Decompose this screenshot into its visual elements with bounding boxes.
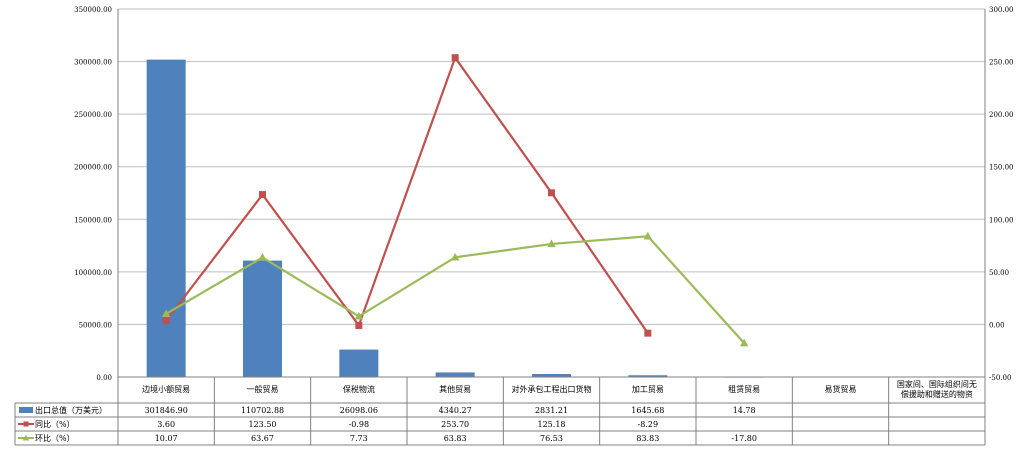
table-cell-value: 3.60 — [157, 420, 175, 429]
series-name: 出口总值（万美元） — [35, 405, 107, 415]
triangle-marker — [258, 252, 267, 261]
square-marker — [451, 54, 459, 62]
bar — [532, 374, 571, 377]
triangle-marker — [450, 252, 460, 261]
left-tick-label: 250000.00 — [74, 111, 112, 119]
category-label: 一般贸易 — [247, 384, 279, 394]
bar — [146, 59, 186, 377]
category-label: 加工贸易 — [632, 384, 664, 394]
left-tick-label: 100000.00 — [74, 269, 112, 277]
category-label: 租赁贸易 — [728, 384, 760, 394]
bar — [435, 372, 475, 377]
left-tick-label: 200000.00 — [74, 164, 112, 172]
series-name: 环比（%） — [35, 433, 75, 443]
table-cell-value: 125.18 — [538, 420, 566, 429]
table-cell-value: 301846.90 — [145, 406, 188, 415]
table-cell-value: 1645.68 — [631, 406, 664, 415]
table-cell-value: 253.70 — [441, 420, 469, 429]
triangle-marker — [354, 311, 364, 320]
table-cell-value: 10.07 — [155, 434, 178, 443]
table-cell-value: 26098.06 — [340, 406, 378, 415]
table-cell-value: 63.83 — [444, 434, 467, 443]
left-axis-ticks: 0.00 50000.00 100000.00 150000.00 200000.00 2… — [74, 6, 112, 382]
table-cell-value: -8.29 — [638, 420, 659, 429]
left-tick-label: 300000.00 — [74, 59, 112, 67]
table-cell-value: -17.80 — [731, 434, 757, 443]
square-marker — [355, 321, 363, 329]
square-marker — [162, 317, 170, 325]
category-label: 偿援助和赠送的物资 — [901, 389, 973, 399]
square-marker — [548, 189, 555, 197]
right-tick-label: 300.00 — [989, 6, 1014, 14]
series-line — [165, 55, 649, 334]
left-tick-label: 350000.00 — [74, 6, 112, 14]
triangle-marker — [161, 309, 171, 318]
category-label: 对外承包工程出口货物 — [512, 384, 592, 394]
right-tick-label: 0.00 — [989, 321, 1005, 329]
right-tick-label: 150.00 — [989, 164, 1014, 172]
right-tick-label: 50.00 — [989, 269, 1009, 277]
table-cell-value: 110702.88 — [241, 406, 284, 415]
category-label: 国家间、国际组织间无 — [897, 379, 977, 389]
bar — [243, 260, 282, 377]
category-label: 易货贸易 — [825, 384, 857, 394]
bar-series — [146, 59, 764, 378]
line-series — [161, 54, 749, 347]
table-cell-value: 14.78 — [733, 406, 756, 415]
legend-key-marker — [23, 421, 29, 427]
table-cell-value: 76.53 — [540, 434, 563, 443]
triangle-marker — [547, 239, 556, 248]
left-tick-label: 150000.00 — [74, 216, 112, 224]
right-tick-label: -50.00 — [989, 374, 1011, 382]
category-label: 其他贸易 — [439, 384, 471, 394]
left-tick-label: 50000.00 — [79, 321, 112, 329]
table-cell-value: -0.98 — [349, 420, 370, 429]
table-cell-value: 2831.21 — [535, 406, 568, 415]
series-name: 同比（%） — [35, 419, 75, 429]
table-cell-value: 83.83 — [636, 434, 659, 443]
table-cell-value: 123.50 — [249, 420, 277, 429]
table-cell-value: 7.73 — [350, 434, 368, 443]
right-tick-label: 100.00 — [989, 216, 1014, 224]
triangle-marker — [739, 338, 749, 347]
category-label: 边境小额贸易 — [142, 384, 190, 394]
legend-key-marker — [22, 434, 30, 441]
left-tick-label: 0.00 — [96, 374, 112, 382]
square-marker — [644, 329, 652, 337]
square-marker — [259, 191, 266, 199]
data-table: 边境小额贸易 一般贸易 保税物流 其他贸易 对外承包工程出口货物 加工贸易 租赁贸易 易货贸易… — [14, 376, 986, 446]
table-cell-value: 63.67 — [251, 434, 274, 443]
category-label: 保税物流 — [343, 384, 375, 394]
right-axis-ticks: -50.00 0.00 50.00 100.00 150.00 200.00 250.00 3… — [989, 6, 1014, 382]
triangle-marker — [643, 231, 653, 240]
legend-key-bar — [19, 407, 33, 413]
table-cell-value: 4340.27 — [439, 406, 472, 415]
bar — [339, 349, 379, 377]
right-tick-label: 250.00 — [989, 59, 1014, 67]
right-tick-label: 200.00 — [989, 111, 1014, 119]
bar — [628, 375, 668, 377]
